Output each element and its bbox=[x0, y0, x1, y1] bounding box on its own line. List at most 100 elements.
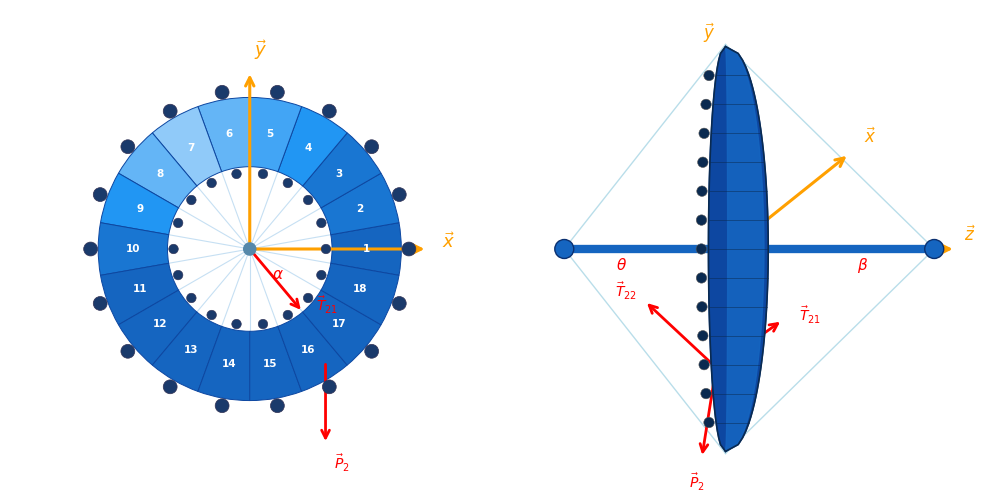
Wedge shape bbox=[303, 290, 381, 365]
Circle shape bbox=[258, 169, 268, 179]
Circle shape bbox=[696, 302, 707, 312]
Wedge shape bbox=[250, 98, 302, 172]
Circle shape bbox=[699, 360, 709, 370]
Wedge shape bbox=[101, 173, 179, 235]
Text: 11: 11 bbox=[133, 284, 147, 294]
Text: $\vec{z}$: $\vec{z}$ bbox=[964, 225, 976, 245]
Circle shape bbox=[174, 270, 183, 280]
Circle shape bbox=[187, 293, 196, 303]
Circle shape bbox=[163, 104, 177, 118]
Text: 1: 1 bbox=[363, 244, 371, 254]
Wedge shape bbox=[331, 223, 402, 275]
Circle shape bbox=[393, 296, 407, 310]
Circle shape bbox=[121, 140, 135, 154]
Text: $\vec{y}$: $\vec{y}$ bbox=[254, 38, 267, 62]
Circle shape bbox=[701, 99, 711, 110]
Text: 12: 12 bbox=[153, 319, 168, 329]
Circle shape bbox=[174, 218, 183, 228]
Circle shape bbox=[283, 310, 293, 320]
Text: 17: 17 bbox=[332, 319, 347, 329]
Text: $\vec{T}_{21}$: $\vec{T}_{21}$ bbox=[316, 295, 338, 316]
Text: $\alpha$: $\alpha$ bbox=[272, 267, 284, 282]
Circle shape bbox=[554, 240, 573, 258]
Wedge shape bbox=[321, 173, 399, 235]
Polygon shape bbox=[708, 47, 768, 451]
Wedge shape bbox=[98, 223, 169, 275]
Wedge shape bbox=[152, 312, 222, 391]
Circle shape bbox=[283, 178, 293, 188]
Polygon shape bbox=[725, 47, 764, 451]
Circle shape bbox=[317, 218, 326, 228]
Circle shape bbox=[704, 417, 714, 428]
Circle shape bbox=[701, 388, 711, 399]
Wedge shape bbox=[119, 133, 197, 208]
Circle shape bbox=[365, 140, 379, 154]
Circle shape bbox=[322, 244, 331, 254]
Circle shape bbox=[232, 319, 242, 329]
Wedge shape bbox=[250, 326, 302, 400]
Circle shape bbox=[696, 215, 706, 225]
Wedge shape bbox=[321, 263, 399, 325]
Wedge shape bbox=[303, 133, 381, 208]
Circle shape bbox=[84, 242, 98, 256]
Text: 4: 4 bbox=[305, 143, 312, 153]
Circle shape bbox=[304, 195, 313, 205]
Text: 8: 8 bbox=[157, 169, 164, 179]
Text: 9: 9 bbox=[136, 204, 144, 214]
Circle shape bbox=[365, 344, 379, 358]
Text: 5: 5 bbox=[267, 129, 274, 139]
Circle shape bbox=[402, 242, 416, 256]
Text: 6: 6 bbox=[226, 129, 233, 139]
Wedge shape bbox=[119, 290, 197, 365]
Text: 10: 10 bbox=[126, 244, 140, 254]
Circle shape bbox=[207, 310, 217, 320]
Circle shape bbox=[93, 296, 107, 310]
Wedge shape bbox=[278, 312, 348, 391]
Text: 7: 7 bbox=[188, 143, 195, 153]
Circle shape bbox=[704, 70, 714, 81]
Text: $\vec{x}$: $\vec{x}$ bbox=[864, 128, 876, 147]
Circle shape bbox=[323, 380, 337, 394]
Circle shape bbox=[215, 399, 229, 413]
Circle shape bbox=[271, 85, 285, 99]
Text: 3: 3 bbox=[336, 169, 343, 179]
Circle shape bbox=[215, 85, 229, 99]
Circle shape bbox=[258, 319, 268, 329]
Text: 13: 13 bbox=[184, 345, 199, 355]
Circle shape bbox=[271, 399, 285, 413]
Text: $\beta$: $\beta$ bbox=[857, 256, 869, 275]
Text: 14: 14 bbox=[222, 359, 237, 369]
Circle shape bbox=[244, 243, 256, 255]
Circle shape bbox=[696, 273, 706, 283]
Circle shape bbox=[121, 344, 135, 358]
Circle shape bbox=[696, 244, 706, 254]
Text: 18: 18 bbox=[353, 284, 367, 294]
Wedge shape bbox=[278, 107, 348, 186]
Wedge shape bbox=[101, 263, 179, 325]
Wedge shape bbox=[198, 326, 250, 400]
Circle shape bbox=[393, 188, 407, 202]
Circle shape bbox=[207, 178, 217, 188]
Circle shape bbox=[699, 128, 709, 138]
Circle shape bbox=[323, 104, 337, 118]
Text: 2: 2 bbox=[356, 204, 364, 214]
Text: 16: 16 bbox=[301, 345, 316, 355]
Circle shape bbox=[697, 157, 708, 167]
Wedge shape bbox=[152, 107, 222, 186]
Circle shape bbox=[304, 293, 313, 303]
Circle shape bbox=[163, 380, 177, 394]
Circle shape bbox=[317, 270, 326, 280]
Text: $\vec{x}$: $\vec{x}$ bbox=[443, 233, 456, 252]
Circle shape bbox=[925, 240, 944, 258]
Wedge shape bbox=[198, 98, 250, 172]
Circle shape bbox=[93, 188, 107, 202]
Text: $\vec{y}$: $\vec{y}$ bbox=[702, 21, 715, 45]
Circle shape bbox=[232, 169, 242, 179]
Circle shape bbox=[187, 195, 196, 205]
Circle shape bbox=[169, 244, 178, 254]
Circle shape bbox=[696, 186, 707, 196]
Text: $\vec{P}_{2}$: $\vec{P}_{2}$ bbox=[689, 472, 705, 493]
Text: $\vec{T}_{22}$: $\vec{T}_{22}$ bbox=[615, 281, 637, 302]
Text: $\theta$: $\theta$ bbox=[615, 257, 626, 273]
Text: 15: 15 bbox=[263, 359, 278, 369]
